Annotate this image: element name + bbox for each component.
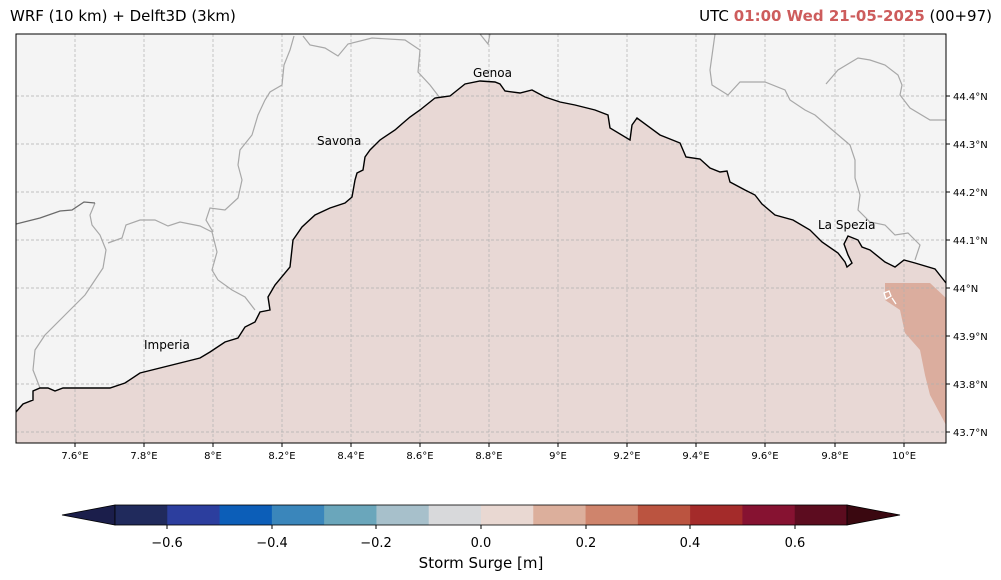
colorbar-tick-label: 0.4 <box>680 536 701 551</box>
colorbar-segment <box>167 505 221 525</box>
forecast-datetime: 01:00 Wed 21-05-2025 <box>733 7 925 25</box>
lat-label: 44.4°N <box>953 92 988 103</box>
lon-tick-labels: 7.6°E 7.8°E 8°E 8.2°E 8.4°E 8.6°E 8.8°E … <box>61 451 916 462</box>
colorbar-segment <box>219 505 273 525</box>
colorbar-segment <box>115 505 168 525</box>
lat-tick-labels: 44.4°N 44.3°N 44.2°N 44.1°N 44°N 43.9°N … <box>953 92 988 439</box>
gridlines <box>16 34 946 443</box>
city-label-imperia: Imperia <box>144 338 190 352</box>
lat-label: 44.1°N <box>953 236 988 247</box>
lat-ticks <box>946 95 950 433</box>
island-marker <box>883 290 897 305</box>
lon-label: 9.2°E <box>613 451 640 462</box>
colorbar-segment <box>324 505 377 525</box>
map-title: WRF (10 km) + Delft3D (3km) <box>10 7 236 25</box>
colorbar-label: Storm Surge [m] <box>419 554 544 572</box>
lat-label: 43.7°N <box>953 428 988 439</box>
utc-label: UTC <box>699 7 729 25</box>
lon-label: 9°E <box>549 451 567 462</box>
colorbar-segment <box>428 505 482 525</box>
coastline <box>16 80 946 413</box>
colorbar-tick-labels: −0.6 −0.4 −0.2 0.0 0.2 0.4 0.6 <box>151 536 805 551</box>
colorbar-segment <box>637 505 691 525</box>
lon-label: 9.6°E <box>751 451 778 462</box>
colorbar-tick-label: 0.6 <box>785 536 806 551</box>
lat-label: 43.8°N <box>953 380 988 391</box>
sea-surge-area <box>16 81 946 443</box>
lon-label: 7.8°E <box>130 451 157 462</box>
forecast-time: UTC 01:00 Wed 21-05-2025 (00+97) <box>699 7 992 25</box>
lon-label: 8°E <box>204 451 222 462</box>
colorbar-tick-label: 0.0 <box>471 536 492 551</box>
colorbar-segment <box>376 505 430 525</box>
colorbar: −0.6 −0.4 −0.2 0.0 0.2 0.4 0.6 Storm Sur… <box>61 504 901 572</box>
lon-label: 9.4°E <box>682 451 709 462</box>
colorbar-segment <box>742 505 796 525</box>
lon-label: 7.6°E <box>61 451 88 462</box>
colorbar-tick-label: −0.6 <box>151 536 183 551</box>
lon-label: 10°E <box>892 451 916 462</box>
colorbar-over-triangle <box>846 504 901 526</box>
colorbar-tick-label: −0.2 <box>360 536 392 551</box>
colorbar-segment <box>271 505 325 525</box>
colorbar-segment <box>794 505 848 525</box>
colorbar-tick-label: −0.4 <box>256 536 288 551</box>
lat-label: 43.9°N <box>953 332 988 343</box>
admin-boundaries <box>32 34 946 389</box>
colorbar-tick-label: 0.2 <box>576 536 597 551</box>
lon-label: 8.2°E <box>268 451 295 462</box>
lon-label: 8.8°E <box>475 451 502 462</box>
colorbar-segment <box>481 505 534 525</box>
colorbar-segment <box>690 505 743 525</box>
lon-label: 8.6°E <box>406 451 433 462</box>
lon-ticks <box>74 443 905 447</box>
colorbar-under-triangle <box>61 504 116 526</box>
country-border <box>16 201 96 225</box>
city-label-la-spezia: La Spezia <box>818 218 875 232</box>
forecast-offset: (00+97) <box>929 7 992 25</box>
map-frame <box>15 33 947 444</box>
lon-label: 9.8°E <box>821 451 848 462</box>
lat-label: 44°N <box>953 284 978 295</box>
colorbar-segment <box>533 505 587 525</box>
city-label-genoa: Genoa <box>473 66 512 80</box>
lat-label: 44.2°N <box>953 188 988 199</box>
colorbar-segment <box>585 505 639 525</box>
lon-label: 8.4°E <box>337 451 364 462</box>
colorbar-ticks <box>166 525 796 529</box>
surge-high-area <box>885 283 946 425</box>
city-label-savona: Savona <box>317 134 361 148</box>
lat-label: 44.3°N <box>953 140 988 151</box>
